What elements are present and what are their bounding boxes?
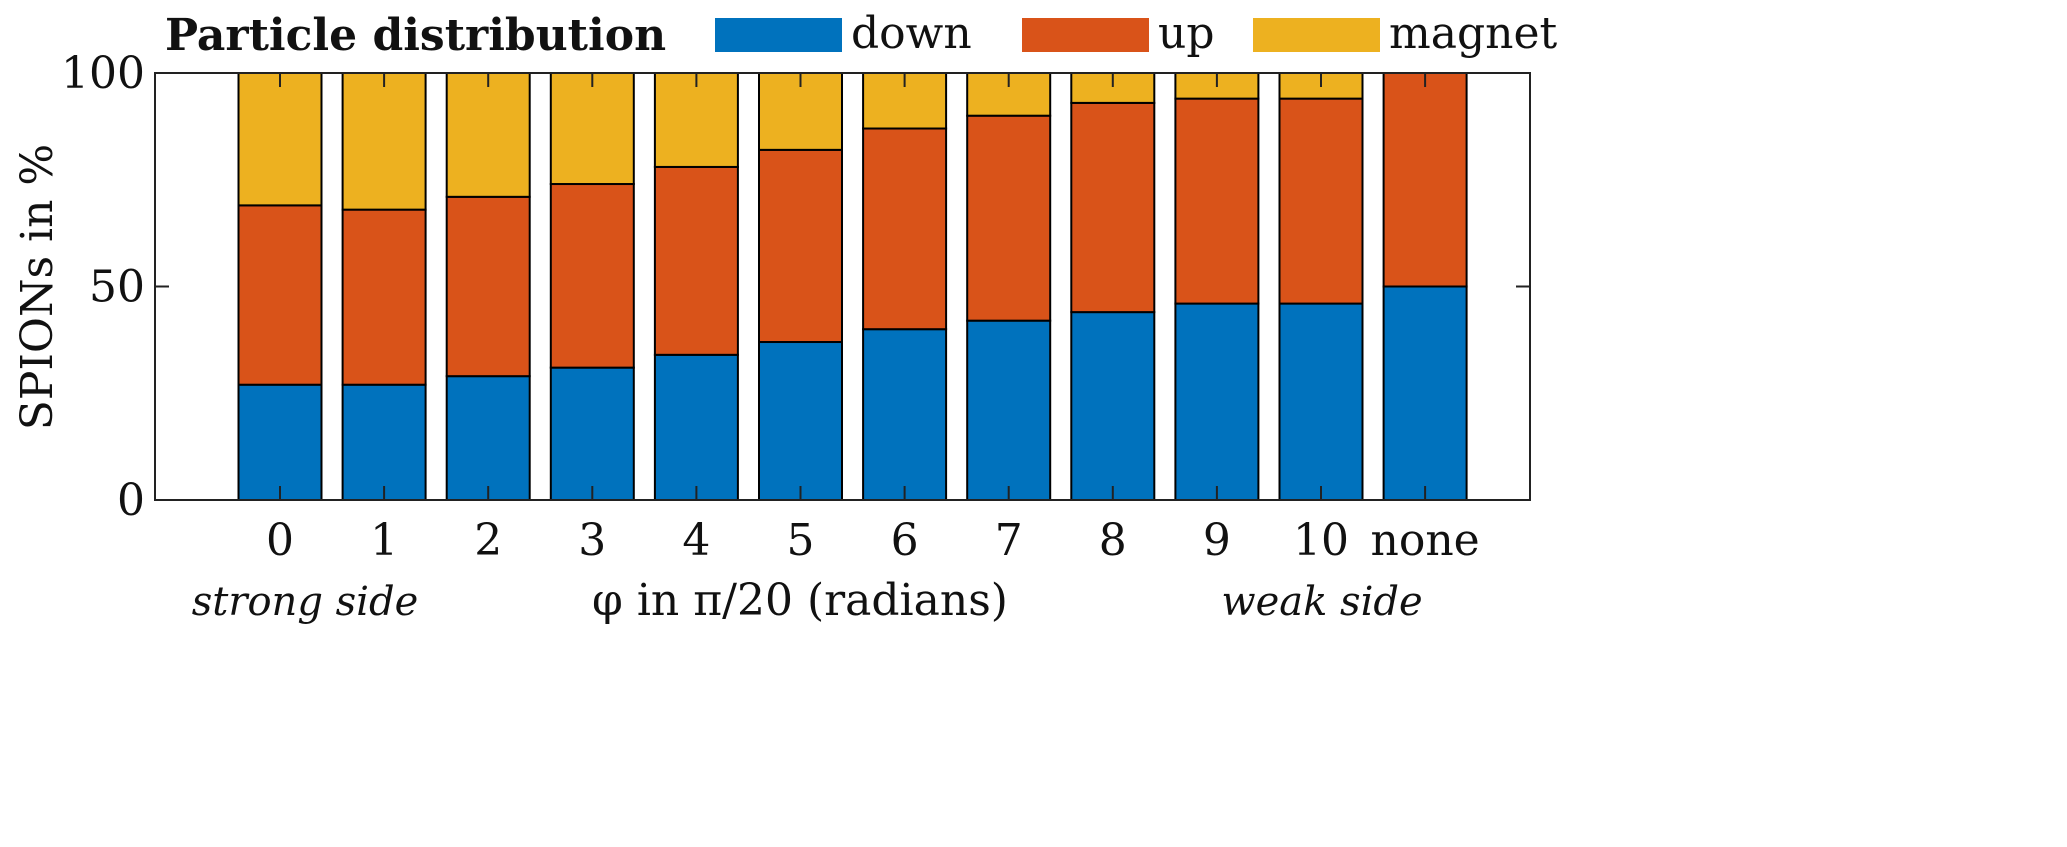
x-tick-label-8: 8	[1099, 515, 1127, 566]
legend-label-magnet: magnet	[1389, 8, 1557, 59]
bar-down-5	[758, 341, 843, 502]
bar-magnet-1	[341, 72, 427, 211]
bar-up-8	[1070, 101, 1156, 314]
x-tick-label-0: 0	[266, 515, 294, 566]
bar-up-4	[653, 165, 739, 356]
x-tick-label-1: 1	[370, 515, 398, 566]
bar-down-8	[1070, 311, 1156, 501]
y-tick-label-50: 50	[89, 262, 145, 313]
bar-down-3	[549, 366, 635, 501]
bar-magnet-0	[237, 72, 323, 207]
bar-magnet-2	[445, 72, 531, 198]
bar-up-7	[966, 114, 1052, 322]
bar-up-6	[862, 127, 948, 331]
x-tick-label-3: 3	[578, 515, 606, 566]
bar-down-7	[966, 319, 1052, 501]
x-tick-label-4: 4	[682, 515, 710, 566]
x-tick-label-9: 9	[1203, 515, 1231, 566]
bar-up-0	[237, 204, 323, 386]
x-tick-label-5: 5	[787, 515, 815, 566]
weak-side-label: weak side	[1221, 579, 1422, 625]
x-tick-label-none: none	[1370, 515, 1479, 566]
bar-up-10	[1278, 97, 1364, 305]
bar-down-none	[1382, 285, 1468, 501]
bar-up-9	[1174, 97, 1260, 305]
bar-magnet-4	[653, 72, 739, 168]
bar-down-1	[341, 383, 427, 501]
legend-swatch-up	[1022, 18, 1149, 52]
legend-label-up: up	[1158, 8, 1215, 59]
y-tick-label-0: 0	[117, 475, 145, 526]
x-tick-label-7: 7	[995, 515, 1023, 566]
bar-down-10	[1278, 302, 1364, 501]
bar-magnet-8	[1070, 72, 1156, 104]
bar-up-1	[341, 208, 427, 386]
strong-side-label: strong side	[192, 579, 418, 625]
legend-swatch-magnet	[1253, 18, 1380, 52]
y-axis-label: SPIONs in %	[12, 144, 63, 430]
bar-up-none	[1382, 72, 1468, 288]
bars	[237, 72, 1468, 502]
bar-up-5	[758, 148, 843, 344]
bar-up-2	[445, 195, 531, 378]
bar-down-2	[445, 375, 531, 502]
chart-title: Particle distribution	[165, 10, 666, 61]
axes: 0 1 2 3 4 5 6 7 8 9 10 none 0 50 100	[61, 48, 1531, 566]
legend: Particle distribution down up magnet	[165, 8, 1557, 61]
bar-down-0	[237, 383, 323, 501]
y-tick-label-100: 100	[61, 48, 145, 99]
bar-magnet-3	[549, 72, 635, 186]
x-tick-label-10: 10	[1293, 515, 1349, 566]
bar-down-6	[862, 328, 948, 502]
x-tick-label-2: 2	[474, 515, 502, 566]
bar-up-3	[549, 183, 635, 369]
legend-swatch-down	[715, 18, 842, 52]
legend-label-down: down	[851, 8, 972, 59]
bar-down-4	[653, 353, 739, 501]
x-tick-label-6: 6	[891, 515, 919, 566]
bar-down-9	[1174, 302, 1260, 501]
x-axis-label: φ in π/20 (radians)	[592, 575, 1008, 626]
